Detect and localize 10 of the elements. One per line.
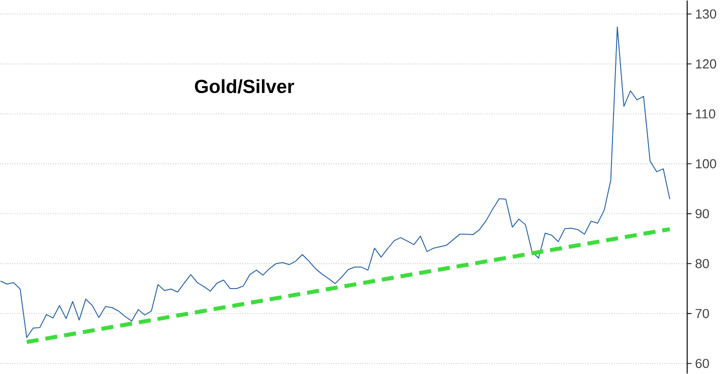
y-tick-label: 100 — [696, 159, 716, 168]
y-tick-label: 130 — [696, 9, 716, 19]
text: Gold/Silver — [194, 79, 294, 94]
y-tick-label: 70 — [696, 308, 709, 318]
y-tick-label: 110 — [696, 109, 716, 118]
y-tick-label: 120 — [696, 59, 716, 69]
y-tick-label: 80 — [696, 259, 709, 268]
line-series — [0, 26, 670, 338]
y-tick-label: 60 — [696, 358, 709, 368]
y-tick-label: 90 — [696, 209, 709, 218]
